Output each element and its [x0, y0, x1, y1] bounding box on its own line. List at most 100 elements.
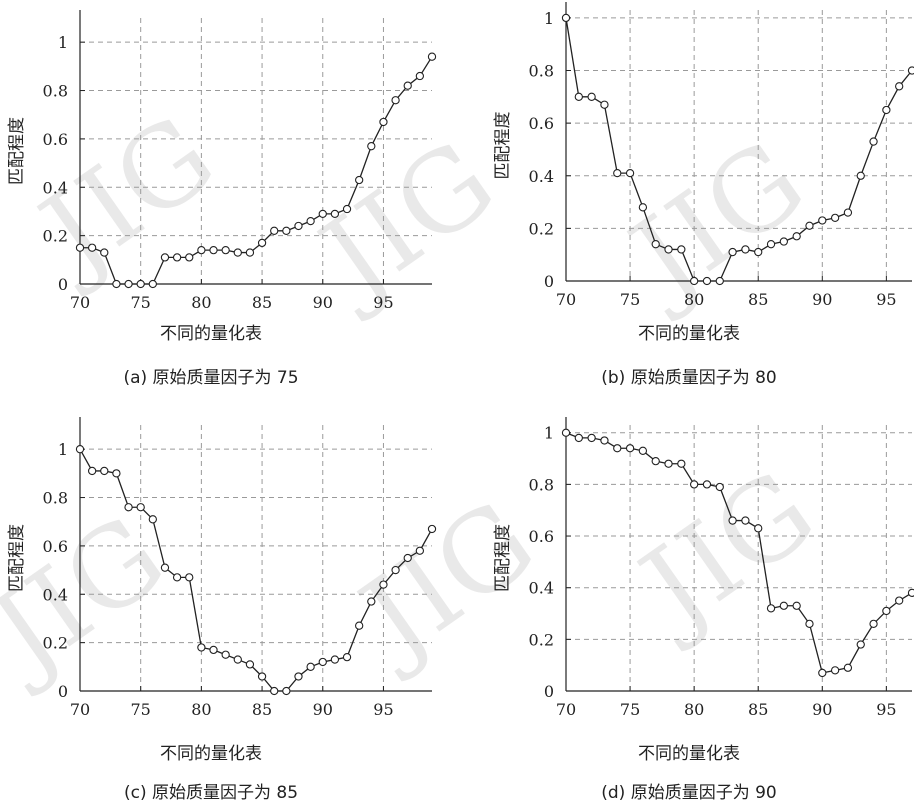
data-point [907, 66, 914, 75]
data-point [245, 660, 255, 669]
data-point [245, 248, 255, 257]
data-point [613, 168, 622, 178]
x-tick-label: 80 [684, 290, 704, 309]
data-point [148, 279, 157, 289]
y-tick-label: 0.4 [529, 167, 554, 186]
data-point [792, 232, 801, 241]
data-point [664, 459, 673, 468]
x-tick-label: 90 [313, 700, 333, 719]
data-point [677, 459, 686, 468]
x-tick-label: 75 [620, 700, 640, 719]
y-axis-title: 匹配程度 [7, 524, 27, 592]
data-point [574, 433, 583, 443]
data-point [843, 208, 853, 217]
y-tick-label: 0.2 [529, 219, 554, 238]
data-point [415, 71, 425, 81]
data-point [148, 515, 157, 524]
data-point [233, 655, 242, 664]
y-tick-label: 0 [58, 682, 68, 701]
data-point [766, 240, 776, 249]
data-point [587, 92, 596, 101]
y-tick-label: 1 [544, 9, 554, 28]
data-point [907, 588, 914, 598]
data-point [136, 503, 145, 512]
data-point [895, 82, 904, 91]
data-point [306, 662, 315, 671]
data-point [715, 276, 724, 286]
data-point [741, 516, 750, 525]
data-point [427, 524, 437, 534]
data-point [818, 668, 827, 678]
data-point [728, 247, 737, 257]
series-line [566, 17, 913, 282]
data-point [197, 245, 206, 255]
data-point [895, 596, 904, 605]
y-tick-label: 0.2 [43, 634, 68, 653]
data-point [625, 168, 635, 178]
panel-caption: (b) 原始质量因子为 80 [601, 368, 777, 388]
y-tick-label: 0.2 [43, 227, 68, 246]
data-point [600, 436, 609, 445]
data-point [342, 652, 352, 662]
y-axis-title: 匹配程度 [7, 117, 27, 185]
data-point [403, 553, 412, 563]
data-point [625, 444, 635, 453]
y-tick-label: 0.8 [529, 475, 554, 494]
data-point [136, 279, 145, 289]
data-point [270, 686, 279, 696]
data-point [715, 482, 724, 492]
data-point [805, 221, 814, 230]
data-point [638, 203, 648, 212]
data-point [415, 546, 425, 555]
data-point [830, 666, 840, 675]
data-point [818, 216, 827, 225]
data-point [869, 619, 878, 629]
data-point [677, 245, 686, 254]
y-axis-title: 匹配程度 [493, 112, 513, 180]
data-point [172, 253, 182, 262]
data-point [209, 645, 218, 655]
x-tick-label: 85 [252, 293, 272, 312]
x-tick-label: 90 [812, 700, 832, 719]
x-tick-label: 95 [373, 293, 393, 312]
x-tick-label: 95 [876, 290, 896, 309]
data-point [318, 209, 327, 219]
panel-caption: (c) 原始质量因子为 85 [124, 783, 298, 803]
y-axis-title: 匹配程度 [493, 524, 513, 592]
x-tick-label: 85 [252, 700, 272, 719]
data-point [124, 503, 133, 512]
x-axis-title: 不同的量化表 [160, 324, 262, 344]
y-tick-label: 0 [544, 272, 554, 291]
data-point [830, 213, 840, 223]
data-point [779, 237, 789, 246]
data-point [882, 606, 891, 616]
data-point [403, 81, 412, 90]
data-point [294, 221, 303, 231]
data-point [355, 621, 364, 630]
x-tick-label: 90 [313, 293, 333, 312]
data-point [209, 245, 218, 255]
data-point [367, 597, 376, 606]
y-tick-label: 0.8 [43, 82, 68, 101]
data-point [355, 175, 364, 185]
data-point [257, 238, 267, 248]
y-tick-label: 0.4 [529, 579, 554, 598]
data-point [379, 580, 388, 589]
panel-a: 70 75 80 85 90 95 0 0.2 0.4 0.6 0.8 1 不同的量化表 匹配程度 (a) … [7, 10, 437, 388]
data-point [330, 655, 340, 664]
data-point [282, 686, 291, 696]
data-point [600, 100, 609, 109]
data-point [221, 650, 230, 659]
watermark-3: JIG [0, 491, 187, 702]
data-point [172, 573, 182, 582]
x-axis-title: 不同的量化表 [638, 744, 740, 764]
data-point [367, 142, 376, 151]
x-axis-title: 不同的量化表 [160, 744, 262, 764]
data-point [561, 428, 571, 437]
data-point [379, 117, 388, 127]
y-tick-label: 0.6 [43, 130, 68, 149]
data-point [754, 524, 763, 533]
series-line [566, 432, 913, 674]
data-point [221, 245, 230, 255]
